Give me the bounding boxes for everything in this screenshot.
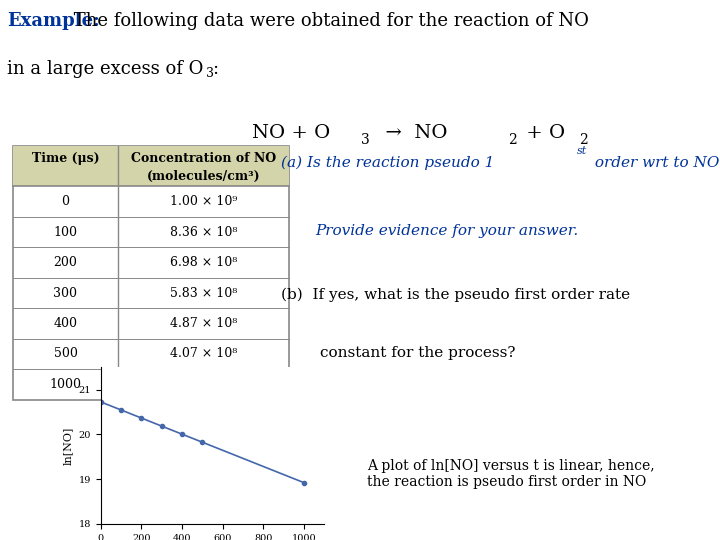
Text: 8.36 × 10⁸: 8.36 × 10⁸: [170, 226, 238, 239]
Text: The following data were obtained for the reaction of NO: The following data were obtained for the…: [68, 12, 589, 30]
Text: 1000: 1000: [50, 378, 81, 391]
Text: (molecules/cm³): (molecules/cm³): [147, 170, 261, 183]
Text: (a) Is the reaction pseudo 1: (a) Is the reaction pseudo 1: [281, 156, 494, 170]
Text: 200: 200: [53, 256, 78, 269]
Text: 1.65 × 10⁸: 1.65 × 10⁸: [170, 378, 238, 391]
Text: 3: 3: [206, 68, 214, 80]
Text: 400: 400: [53, 317, 78, 330]
Bar: [13, 146, 289, 186]
Text: Provide evidence for your answer.: Provide evidence for your answer.: [315, 224, 579, 238]
Text: 4.87 × 10⁸: 4.87 × 10⁸: [170, 317, 238, 330]
Text: :: :: [212, 60, 219, 78]
Text: A plot of ln[NO] versus t is linear, hence,
the reaction is pseudo first order i: A plot of ln[NO] versus t is linear, hen…: [367, 459, 654, 489]
Text: 0: 0: [61, 195, 70, 208]
Text: 2: 2: [579, 133, 588, 147]
Text: 100: 100: [53, 226, 78, 239]
Text: 300: 300: [53, 287, 78, 300]
Text: Concentration of NO: Concentration of NO: [131, 152, 276, 165]
Text: + O: + O: [520, 124, 565, 142]
Text: 2: 2: [508, 133, 517, 147]
Text: 500: 500: [53, 347, 78, 360]
Text: st: st: [577, 145, 587, 156]
Text: constant for the process?: constant for the process?: [320, 346, 516, 360]
Text: in a large excess of O: in a large excess of O: [7, 60, 204, 78]
Text: 4.07 × 10⁸: 4.07 × 10⁸: [170, 347, 238, 360]
Text: 1.00 × 10⁹: 1.00 × 10⁹: [170, 195, 238, 208]
Text: NO + O: NO + O: [252, 124, 330, 142]
Text: order wrt to NO?: order wrt to NO?: [590, 156, 720, 170]
Text: 6.98 × 10⁸: 6.98 × 10⁸: [170, 256, 238, 269]
Text: 3: 3: [361, 133, 370, 147]
Text: (b)  If yes, what is the pseudo first order rate: (b) If yes, what is the pseudo first ord…: [281, 287, 630, 302]
Text: Time (μs): Time (μs): [32, 152, 99, 165]
Y-axis label: ln[NO]: ln[NO]: [63, 426, 73, 465]
Text: 5.83 × 10⁸: 5.83 × 10⁸: [170, 287, 238, 300]
Text: Example:: Example:: [7, 12, 100, 30]
Text: →  NO: → NO: [373, 124, 447, 142]
